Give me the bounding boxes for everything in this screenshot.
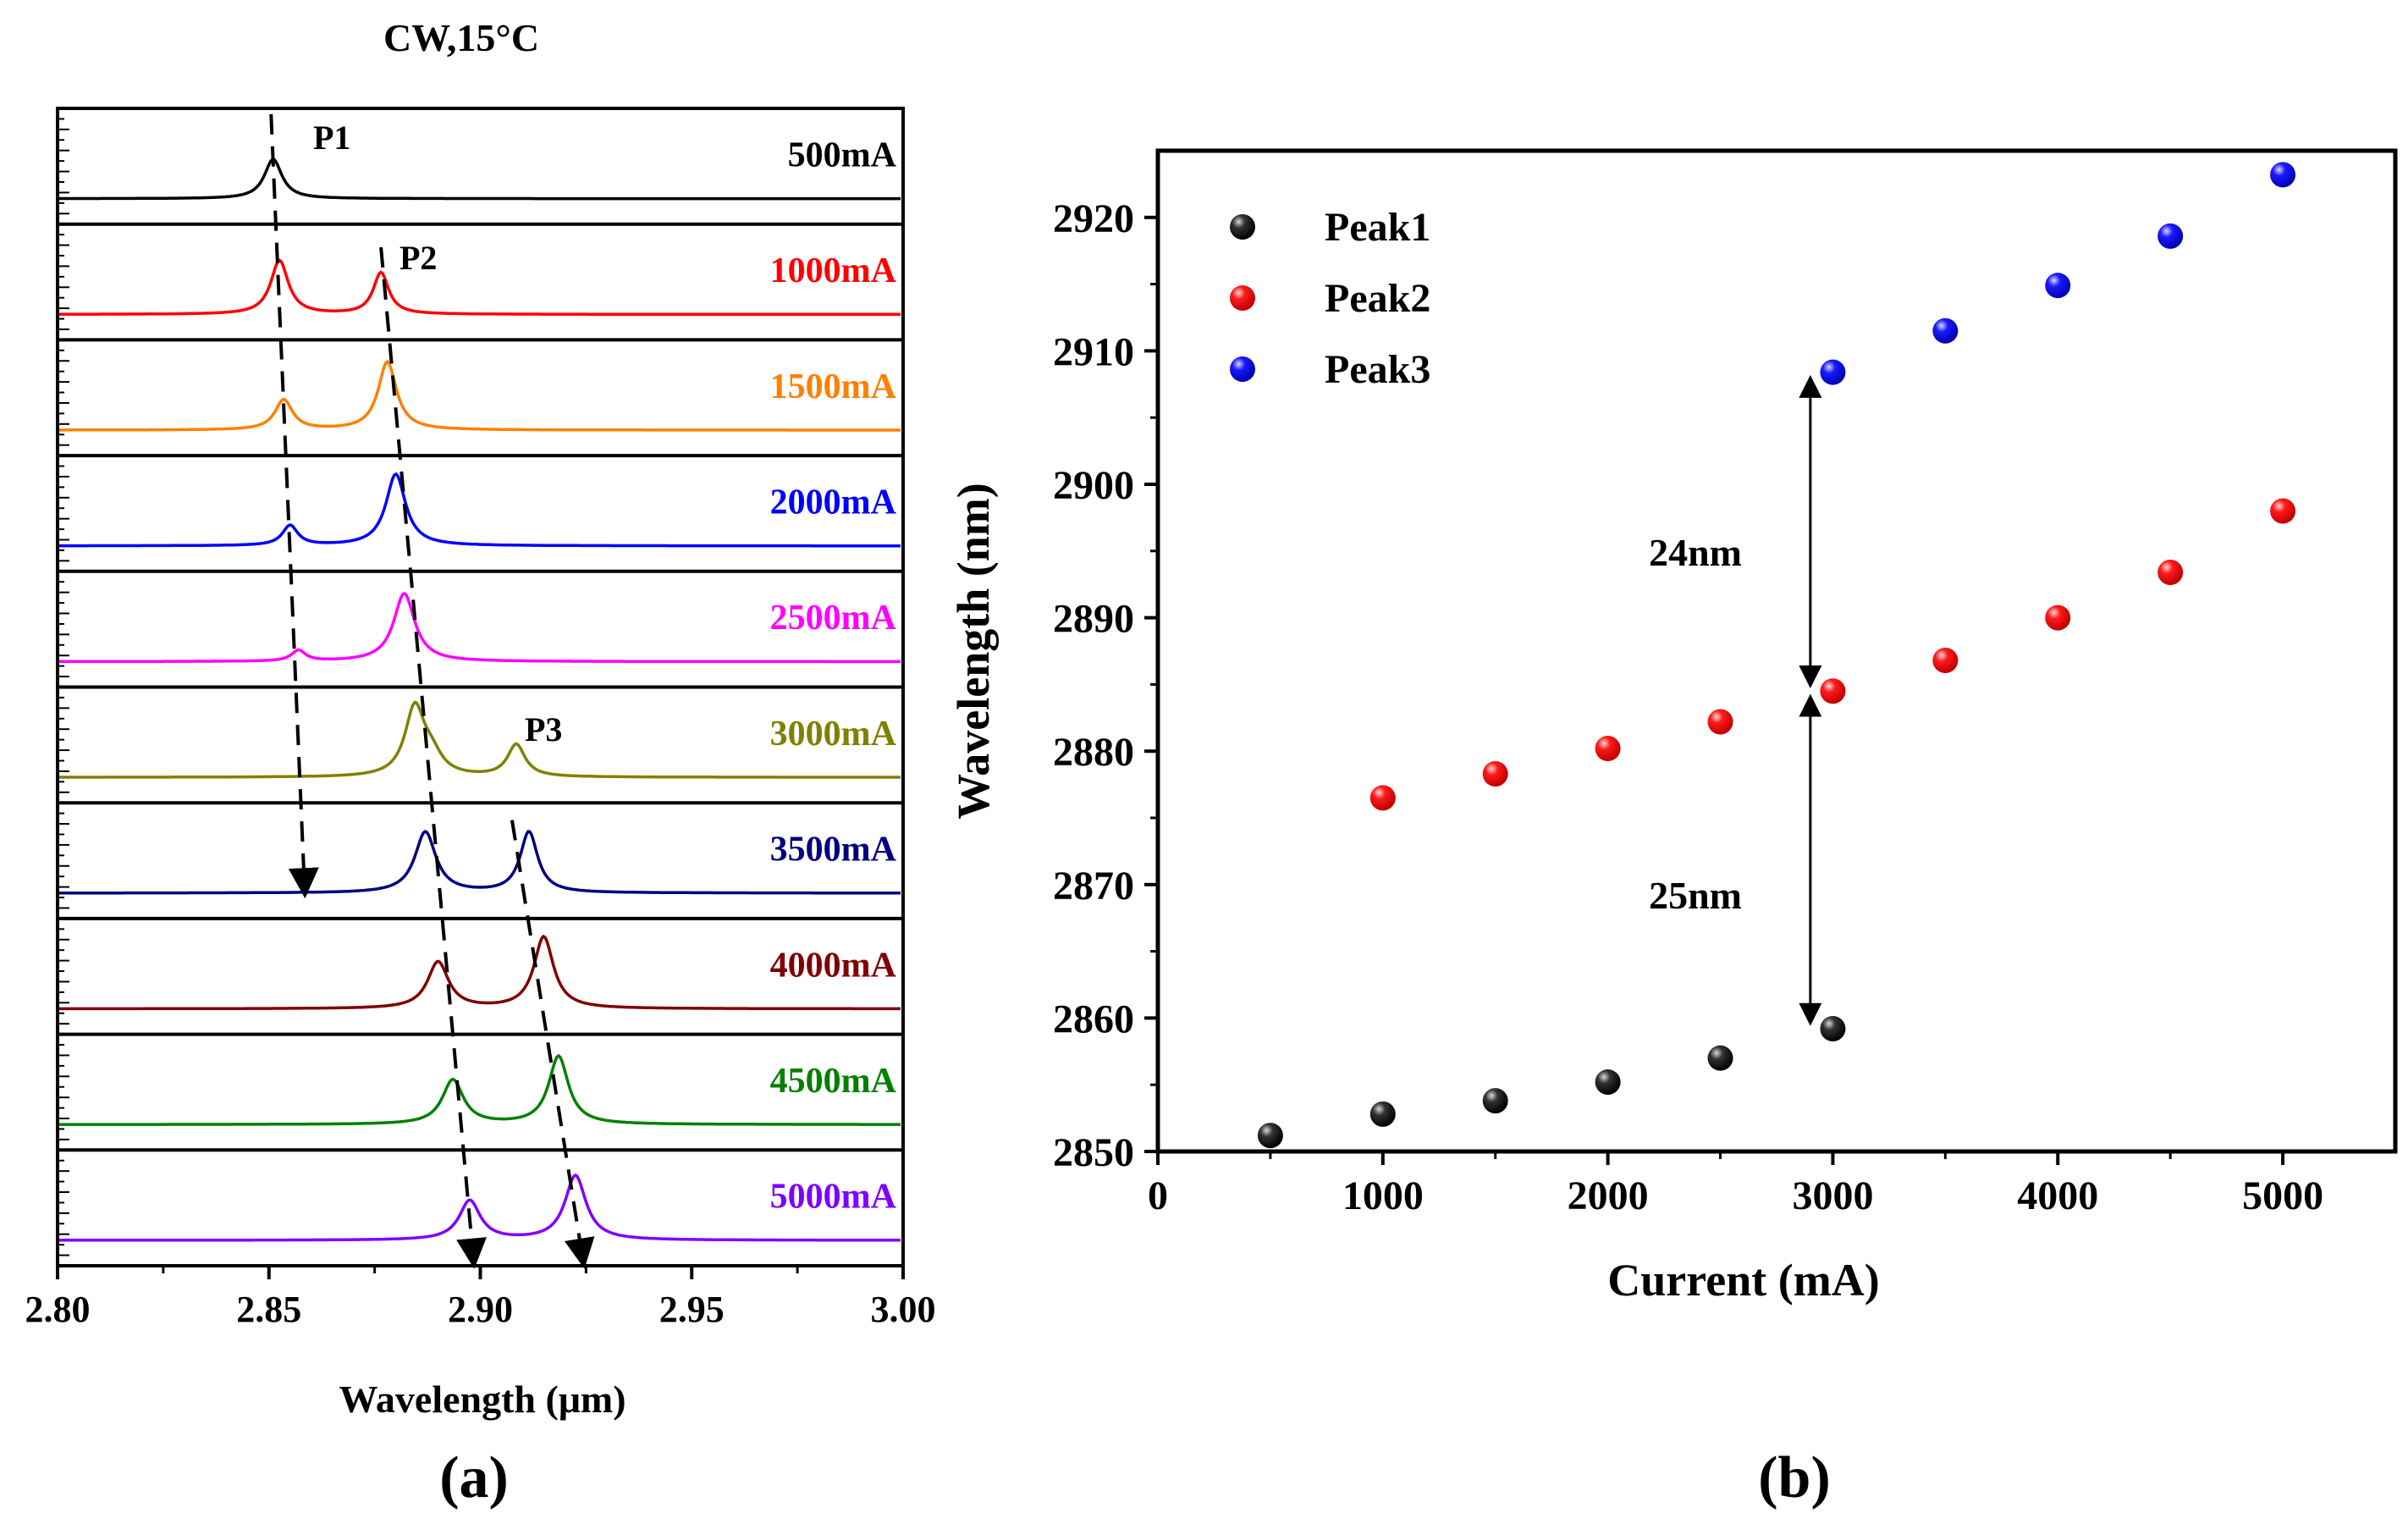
data-point-peak2	[1820, 678, 1846, 704]
legend-label-peak2: Peak2	[1325, 276, 1430, 321]
x-tick-label: 5000	[2242, 1173, 2323, 1218]
x-tick-label: 2.90	[448, 1289, 513, 1330]
x-tick-label: 3.00	[871, 1289, 936, 1330]
spectrum-curve-3000mA	[59, 700, 901, 779]
panel-b-x-label: Current (mA)	[1607, 1255, 1879, 1306]
data-point-peak3	[2045, 273, 2071, 299]
spectrum-curve-4000mA	[59, 934, 901, 1011]
spectrum-curve-5000mA	[59, 1173, 901, 1242]
legend-marker-peak2	[1230, 285, 1255, 311]
panel-b-x-axis: 0 1000 2000 3000 4000 5000	[1148, 1151, 2323, 1218]
current-label-4000mA: 4000mA	[770, 946, 897, 985]
panel-a-spectra: CW,15°C 2.80 2.85 2.90 2.95 3.00 500mA 1000mA…	[25, 16, 936, 1510]
data-point-peak3	[2157, 223, 2184, 249]
data-point-peak2	[2045, 605, 2071, 631]
panel-b-legend: Peak1 Peak2 Peak3	[1230, 205, 1430, 392]
spectrum-curve-4500mA	[59, 1053, 901, 1126]
current-label-500mA: 500mA	[788, 135, 897, 174]
data-point-peak2	[1369, 785, 1396, 811]
data-point-peak2	[1707, 709, 1733, 735]
data-point-peak1	[1369, 1101, 1396, 1127]
data-point-peak2	[1595, 736, 1621, 762]
data-point-peak1	[1257, 1123, 1283, 1149]
x-tick-label: 2.80	[25, 1289, 91, 1330]
panel-a-x-label: Wavelength (μm)	[339, 1378, 625, 1421]
panel-a-label: (a)	[439, 1445, 509, 1510]
annotation-p3: P3	[525, 710, 562, 748]
x-tick-label: 0	[1148, 1173, 1168, 1218]
p2-guide	[379, 246, 487, 1269]
panel-b-label: (b)	[1758, 1445, 1831, 1510]
y-tick-label: 2890	[1053, 597, 1134, 642]
panel-b-frame	[1155, 148, 2398, 1154]
x-tick-label: 1000	[1342, 1173, 1424, 1218]
spectrum-curve-2000mA	[59, 472, 901, 548]
y-tick-label: 2910	[1053, 329, 1134, 374]
x-tick-label: 2.85	[236, 1289, 301, 1330]
annotation-p2: P2	[399, 239, 437, 277]
data-point-peak1	[1595, 1069, 1621, 1096]
annotation-25nm: 25nm	[1649, 874, 1742, 917]
y-tick-label: 2870	[1053, 864, 1134, 908]
annotation-p1: P1	[313, 119, 350, 157]
data-point-peak1	[1707, 1045, 1733, 1071]
data-point-peak2	[1482, 760, 1508, 787]
p1-guide	[269, 113, 319, 899]
data-point-peak3	[2270, 162, 2296, 188]
panel-a-x-axis: 2.80 2.85 2.90 2.95 3.00	[25, 1266, 936, 1330]
data-point-peak1	[1482, 1088, 1508, 1114]
legend-marker-peak1	[1230, 214, 1255, 240]
current-label-1500mA: 1500mA	[770, 367, 897, 406]
panel-a-current-labels: 500mA 1000mA 1500mA 2000mA 2500mA 3000mA 3500m…	[770, 135, 897, 1216]
data-point-peak2	[2157, 560, 2184, 586]
current-label-3500mA: 3500mA	[770, 831, 897, 870]
x-tick-label: 2000	[1568, 1173, 1649, 1218]
spectrum-curve-500mA	[59, 157, 901, 201]
data-point-peak3	[1932, 318, 1959, 344]
y-tick-label: 2880	[1053, 730, 1134, 775]
legend-label-peak1: Peak1	[1325, 205, 1430, 250]
data-point-peak2	[2270, 498, 2296, 524]
spectrum-curve-1000mA	[59, 258, 901, 317]
current-label-4500mA: 4500mA	[770, 1062, 897, 1101]
data-point-peak1	[1820, 1016, 1846, 1042]
x-tick-label: 3000	[1792, 1173, 1873, 1218]
y-tick-label: 2900	[1053, 463, 1134, 508]
y-tick-label: 2920	[1053, 196, 1134, 241]
legend-marker-peak3	[1230, 356, 1255, 382]
current-label-2000mA: 2000mA	[770, 483, 897, 522]
y-tick-label: 2850	[1053, 1130, 1134, 1175]
panel-a-peak-guides	[269, 113, 595, 1269]
legend-label-peak3: Peak3	[1325, 347, 1430, 392]
data-point-peak2	[1932, 648, 1959, 674]
panel-a-spectra-curves	[59, 157, 901, 1242]
spectrum-curve-2500mA	[59, 591, 901, 664]
p3-guide	[510, 820, 595, 1269]
current-label-3000mA: 3000mA	[770, 715, 897, 754]
spectrum-curve-3500mA	[59, 830, 901, 895]
panel-b-data-points	[1257, 162, 2296, 1149]
data-point-peak3	[1820, 359, 1846, 385]
current-label-5000mA: 5000mA	[770, 1178, 897, 1217]
annotation-24nm: 24nm	[1649, 531, 1742, 574]
y-tick-label: 2860	[1053, 997, 1134, 1041]
panel-b-y-label: Wavelength (nm)	[948, 483, 999, 820]
spectrum-curve-1500mA	[59, 359, 901, 432]
current-label-1000mA: 1000mA	[770, 251, 897, 290]
panel-b-scatter: 0 1000 2000 3000 4000 5000 285028602870288028…	[948, 148, 2398, 1510]
current-label-2500mA: 2500mA	[770, 599, 897, 638]
panel-b-y-axis: 2850 2860 2870 2880 2890 2900 2910 2920	[1053, 196, 1158, 1175]
x-tick-label: 4000	[2017, 1173, 2098, 1218]
x-tick-label: 2.95	[659, 1289, 725, 1330]
panel-a-title: CW,15°C	[383, 16, 539, 59]
